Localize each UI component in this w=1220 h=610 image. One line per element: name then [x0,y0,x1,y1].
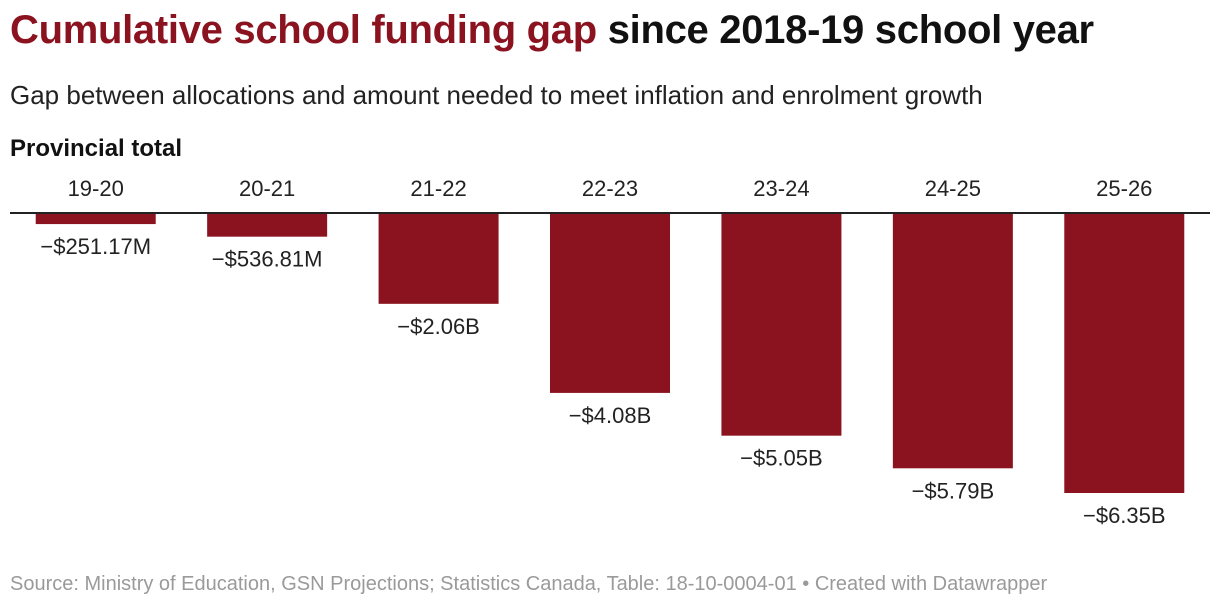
data-label: −$536.81M [212,247,323,272]
category-label: 21-22 [410,176,466,201]
data-label: −$5.79B [912,478,995,503]
chart-title: Cumulative school funding gap since 2018… [10,8,1094,53]
category-label: 20-21 [239,176,295,201]
category-label: 23-24 [753,176,809,201]
bar-chart: 19-20 −$251.17M 20-21 −$536.81M 21-22 −$2.06B… [10,176,1210,528]
bar [721,213,842,436]
category-label: 22-23 [582,176,638,201]
category-label: 19-20 [68,176,124,201]
bar [207,213,328,237]
bar [550,213,670,393]
panel-label: Provincial total [10,135,183,162]
footer-separator: • [796,573,815,595]
category-label: 24-25 [925,176,981,201]
bar [35,213,156,225]
bar [892,213,1013,469]
bar [378,213,499,304]
bar [1064,213,1185,493]
footer-credit[interactable]: Created with Datawrapper [814,573,1048,595]
footer-source: Source: Ministry of Education, GSN Proje… [10,573,797,595]
footer: Source: Ministry of Education, GSN Proje… [10,573,1047,596]
data-label: −$5.05B [740,446,823,471]
data-label: −$6.35B [1083,503,1166,528]
chart-title-rest: since 2018-19 school year [596,8,1094,52]
data-label: −$251.17M [40,234,151,259]
data-label: −$4.08B [569,403,652,428]
chart-title-highlight: Cumulative school funding gap [10,8,597,52]
data-label: −$2.06B [397,314,480,339]
category-label: 25-26 [1096,176,1152,201]
chart-subtitle: Gap between allocations and amount neede… [10,80,983,110]
